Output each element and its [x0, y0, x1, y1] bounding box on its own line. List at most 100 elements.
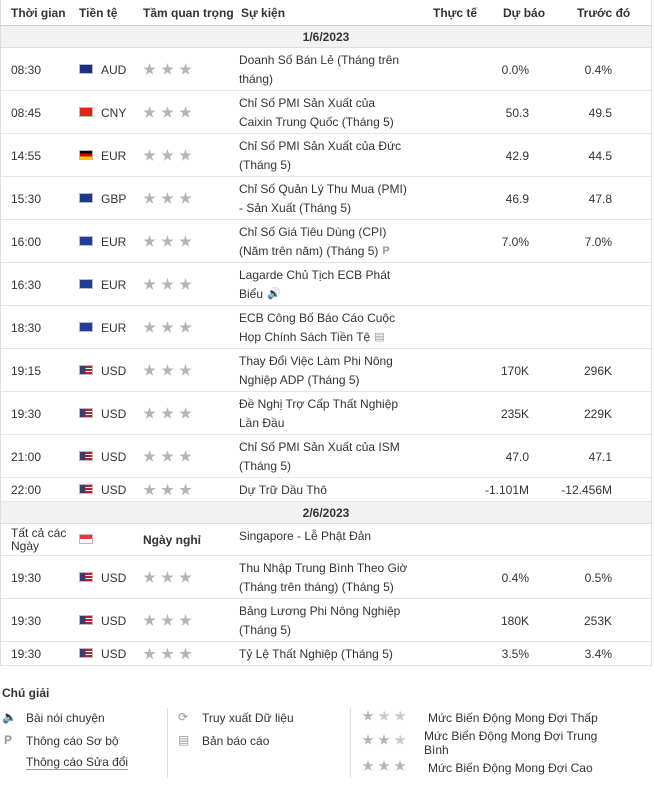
star-icon: [143, 235, 156, 247]
table-row[interactable]: Tất cả các Ngày Ngày nghỉ Singapore - Lễ P…: [1, 524, 651, 556]
header-forecast[interactable]: Dự báo: [503, 5, 546, 20]
forecast-value: 180K: [500, 613, 529, 628]
importance-stars: [143, 321, 192, 334]
event-name[interactable]: Chỉ Số Quản Lý Thu Mua (PMI) - Sản Xuất …: [239, 180, 411, 218]
importance-stars: [143, 149, 192, 162]
event-time: 08:30: [11, 62, 42, 77]
star-icon: [362, 710, 374, 721]
event-name[interactable]: Thu Nhập Trung Bình Theo Giờ (Tháng trên…: [239, 559, 411, 597]
forecast-value: 3.5%: [501, 647, 529, 661]
header-importance[interactable]: Tầm quan trọng: [143, 5, 234, 20]
star-icon: [143, 106, 156, 118]
legend-revised[interactable]: Thông cáo Sửa đổi: [26, 755, 129, 770]
star-icon: [161, 614, 174, 626]
table-row[interactable]: 19:30 USD Bảng Lương Phi Nông Nghiệp (Thán…: [1, 599, 651, 642]
event-name[interactable]: Tỷ Lệ Thất Nghiệp (Tháng 5): [239, 645, 411, 664]
table-row[interactable]: 16:00 EUR Chỉ Số Giá Tiêu Dùng (CPI) (Năm …: [1, 220, 651, 263]
event-text[interactable]: Chỉ Số Giá Tiêu Dùng (CPI) (Năm trên năm…: [239, 225, 387, 258]
preliminary-icon: P: [382, 245, 390, 258]
table-header: Thời gian Tiền tệ Tầm quan trọng Sự kiện…: [1, 0, 651, 26]
us-flag-icon: [79, 364, 93, 375]
event-text[interactable]: Chỉ Số PMI Sản Xuất của Đức (Tháng 5): [239, 139, 402, 172]
table-row[interactable]: 22:00 USD Dự Trữ Dầu Thô -1.101M -12.456M: [1, 478, 651, 502]
event-text[interactable]: Bảng Lương Phi Nông Nghiệp (Tháng 5): [239, 604, 401, 637]
event-time: 16:00: [11, 234, 42, 249]
star-icon: [179, 278, 192, 290]
date-header: 2/6/2023: [1, 502, 651, 524]
event-text[interactable]: Thay Đổi Việc Làm Phi Nông Nghiệp ADP (T…: [239, 354, 393, 387]
event-name[interactable]: Chỉ Số PMI Sản Xuất của ISM (Tháng 5): [239, 438, 411, 476]
importance-stars: [143, 450, 192, 463]
currency-code: USD: [101, 449, 127, 464]
uk-flag-icon: [79, 192, 93, 203]
header-currency[interactable]: Tiền tệ: [79, 5, 118, 20]
header-event[interactable]: Sự kiện: [241, 5, 286, 20]
event-time: 14:55: [11, 148, 42, 163]
star-icon: [161, 571, 174, 583]
legend-divider: [167, 708, 168, 778]
table-row[interactable]: 14:55 EUR Chỉ Số PMI Sản Xuất của Đức (Thá…: [1, 134, 651, 177]
event-time: 19:30: [11, 647, 42, 661]
event-text[interactable]: Chỉ Số PMI Sản Xuất của Caixin Trung Quố…: [239, 96, 394, 129]
header-actual[interactable]: Thực tế: [433, 5, 478, 20]
table-row[interactable]: 08:45 CNY Chỉ Số PMI Sản Xuất của Caixin T…: [1, 91, 651, 134]
legend-divider: [350, 708, 351, 778]
event-text[interactable]: Singapore - Lễ Phật Đản: [239, 529, 372, 543]
header-previous[interactable]: Trước đó: [577, 5, 631, 20]
table-row[interactable]: 15:30 GBP Chỉ Số Quản Lý Thu Mua (PMI) - S…: [1, 177, 651, 220]
event-name[interactable]: ECB Công Bố Báo Cáo Cuộc Họp Chính Sách …: [239, 309, 411, 347]
event-text[interactable]: Lagarde Chủ Tịch ECB Phát Biểu: [239, 268, 391, 301]
china-flag-icon: [79, 106, 93, 117]
medium-volatility-stars: [362, 734, 406, 746]
event-text[interactable]: Chỉ Số PMI Sản Xuất của ISM (Tháng 5): [239, 440, 400, 473]
table-row[interactable]: 08:30 AUD Doanh Số Bán Lẻ (Tháng trên thán…: [1, 48, 651, 91]
event-name[interactable]: Chỉ Số Giá Tiêu Dùng (CPI) (Năm trên năm…: [239, 223, 411, 261]
table-row[interactable]: 21:00 USD Chỉ Số PMI Sản Xuất của ISM (Thá…: [1, 435, 651, 478]
holiday-label: Ngày nghỉ: [143, 533, 202, 547]
event-name[interactable]: Đề Nghị Trợ Cấp Thất Nghiệp Lần Đầu: [239, 395, 411, 433]
us-flag-icon: [79, 450, 93, 461]
table-row[interactable]: 16:30 EUR Lagarde Chủ Tịch ECB Phát Biểu 🔊: [1, 263, 651, 306]
header-time[interactable]: Thời gian: [11, 5, 66, 20]
currency-code: USD: [101, 406, 127, 421]
event-text[interactable]: Tỷ Lệ Thất Nghiệp (Tháng 5): [239, 647, 393, 661]
australia-flag-icon: [79, 63, 93, 74]
table-row[interactable]: 19:15 USD Thay Đổi Việc Làm Phi Nông Nghiệ…: [1, 349, 651, 392]
currency-code: CNY: [101, 105, 127, 120]
speaker-icon: 🔊: [267, 288, 281, 301]
star-icon: [161, 450, 174, 462]
forecast-value: 42.9: [505, 148, 529, 163]
currency-code: EUR: [101, 148, 127, 163]
event-name[interactable]: Chỉ Số PMI Sản Xuất của Caixin Trung Quố…: [239, 94, 411, 132]
event-name[interactable]: Singapore - Lễ Phật Đản: [239, 527, 411, 546]
high-volatility-stars: [362, 760, 406, 772]
currency-code: AUD: [101, 62, 127, 77]
star-icon: [394, 760, 406, 771]
event-text[interactable]: ECB Công Bố Báo Cáo Cuộc Họp Chính Sách …: [239, 311, 396, 344]
economic-calendar: Thời gian Tiền tệ Tầm quan trọng Sự kiện…: [0, 0, 652, 666]
event-name[interactable]: Lagarde Chủ Tịch ECB Phát Biểu 🔊: [239, 266, 411, 304]
report-icon: ▤: [374, 331, 385, 344]
importance-stars: [143, 571, 192, 584]
event-name[interactable]: Bảng Lương Phi Nông Nghiệp (Tháng 5): [239, 602, 411, 640]
event-text[interactable]: Doanh Số Bán Lẻ (Tháng trên tháng): [239, 53, 400, 86]
event-text[interactable]: Đề Nghị Trợ Cấp Thất Nghiệp Lần Đầu: [239, 397, 399, 430]
event-name[interactable]: Dự Trữ Dầu Thô: [239, 481, 411, 500]
table-row[interactable]: 19:30 USD Tỷ Lệ Thất Nghiệp (Tháng 5) 3.5% 3…: [1, 642, 651, 666]
currency-code: USD: [101, 363, 127, 378]
importance-stars: [143, 364, 192, 377]
star-icon: [378, 760, 390, 771]
event-name[interactable]: Chỉ Số PMI Sản Xuất của Đức (Tháng 5): [239, 137, 411, 175]
table-row[interactable]: 19:30 USD Đề Nghị Trợ Cấp Thất Nghiệp Lần …: [1, 392, 651, 435]
star-icon: [143, 278, 156, 290]
table-row[interactable]: 19:30 USD Thu Nhập Trung Bình Theo Giờ (Th…: [1, 556, 651, 599]
us-flag-icon: [79, 484, 93, 494]
legend-prelim: Thông cáo Sơ bộ: [26, 734, 119, 748]
table-row[interactable]: 18:30 EUR ECB Công Bố Báo Cáo Cuộc Họp Chí…: [1, 306, 651, 349]
event-text[interactable]: Thu Nhập Trung Bình Theo Giờ (Tháng trên…: [239, 561, 408, 594]
previous-value: 7.0%: [584, 234, 612, 249]
event-name[interactable]: Thay Đổi Việc Làm Phi Nông Nghiệp ADP (T…: [239, 352, 411, 390]
event-text[interactable]: Dự Trữ Dầu Thô: [239, 483, 327, 497]
event-name[interactable]: Doanh Số Bán Lẻ (Tháng trên tháng): [239, 51, 411, 89]
event-text[interactable]: Chỉ Số Quản Lý Thu Mua (PMI) - Sản Xuất …: [239, 182, 407, 215]
